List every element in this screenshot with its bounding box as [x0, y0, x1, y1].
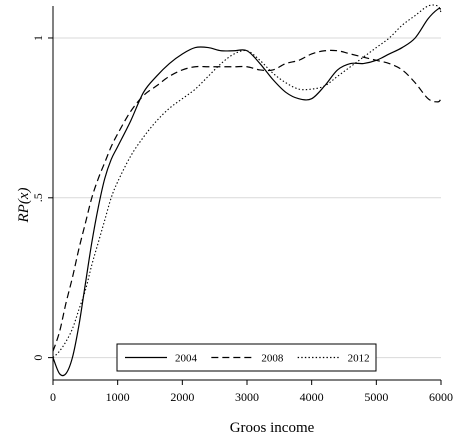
legend-label-2004: 2004: [175, 353, 198, 365]
legend-label-2008: 2008: [261, 353, 284, 365]
x-tick-label: 4000: [300, 390, 324, 404]
series-line-2004: [52, 7, 442, 377]
y-tick-label: 0: [31, 355, 45, 361]
legend-label-2012: 2012: [348, 353, 370, 365]
x-axis-label: Groos income: [230, 420, 315, 436]
y-tick-label: 1: [31, 35, 45, 41]
x-tick-label: 0: [50, 390, 56, 404]
x-tick-label: 5000: [364, 390, 388, 404]
y-axis-label: RP(x): [16, 188, 32, 224]
series-layer: [52, 4, 442, 377]
x-tick-label: 6000: [429, 390, 453, 404]
x-tick-label: 3000: [235, 390, 259, 404]
x-tick-label: 2000: [170, 390, 194, 404]
grid-layer: [53, 37, 441, 359]
legend: 2004 2008 2012: [116, 343, 377, 372]
series-line-2008: [52, 49, 442, 352]
series-line-2012: [52, 4, 442, 359]
y-tick-label: .5: [31, 193, 45, 202]
x-tick-label: 1000: [106, 390, 130, 404]
axes-layer: 0 1000 2000 3000 4000 5000 6000 0 .5 1: [31, 6, 453, 404]
